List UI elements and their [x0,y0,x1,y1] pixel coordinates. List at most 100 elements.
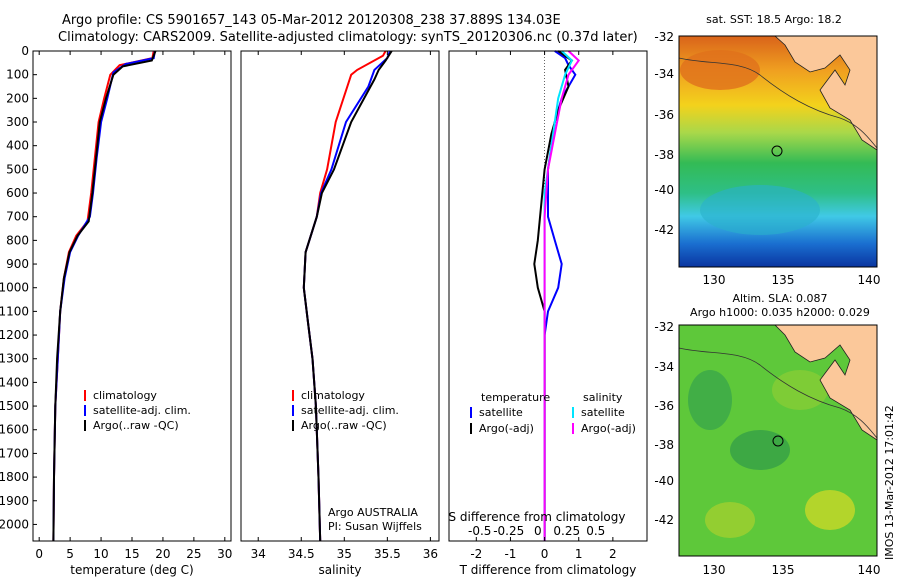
land-australia [773,35,878,151]
legend-label: satellite [479,406,523,419]
sla-map: Altim. SLA: 0.087 Argo h1000: 0.035 h200… [654,292,880,577]
legend-label: Argo(-adj) [479,422,534,435]
sla-ytick: -38 [654,438,674,452]
legend-label: satellite-adj. clim. [301,404,399,417]
sst-ytick: -42 [654,223,674,237]
s-tick-label: 0.25 [553,524,580,538]
sla-ytick: -40 [654,474,674,488]
profile-panel-1: 0 5 10 15 20 25 30 temperature (deg C) 0 100 200 30… [0,44,232,577]
y-tick-label: 1400 [0,375,29,389]
sla-ytick: -42 [654,513,674,527]
sst-xtick: 140 [858,273,881,287]
x-tick-label: 0 [541,547,549,561]
imos-timestamp: IMOS 13-Mar-2012 17:01:42 [883,405,896,560]
sst-ytick: -36 [654,108,674,122]
x-tick-label: 5 [66,547,74,561]
series-line-satelliteadjclim [302,50,391,542]
figure-title-line2: Climatology: CARS2009. Satellite-adjuste… [58,30,638,45]
series-line-argoadj [533,50,574,541]
x-tick-label: 20 [155,547,170,561]
x-tick-label: 0 [35,547,43,561]
legend-label: Argo(-adj) [581,422,636,435]
x-axis-label: salinity [318,563,361,577]
x-tick-label: 35.5 [374,547,401,561]
series-line-satelliteadjclim [52,50,156,542]
y-tick-label: 1200 [0,328,29,342]
series-line-satellite [543,50,574,541]
s-tick-label: 0 [534,524,542,538]
sla-ytick: -36 [654,399,674,413]
x-tick-label: 10 [93,547,108,561]
x-tick-label: -2 [470,547,482,561]
legend-title: temperature [481,391,550,404]
y-tick-label: 200 [6,91,29,105]
y-tick-label: 700 [6,210,29,224]
y-tick-label: 1500 [0,399,29,413]
legend-label: climatology [93,389,157,402]
legend-label: climatology [301,389,365,402]
y-tick-label: 900 [6,257,29,271]
legend-label: Argo(..raw -QC) [93,419,179,432]
shelf-contour [678,57,878,149]
x-tick-label: 34 [251,547,266,561]
argo-location-marker-sla [772,435,784,447]
sst-map: sat. SST: 18.5 Argo: 18.2 130 135 140 -3… [654,13,880,287]
sla-xtick: 135 [772,563,795,577]
sla-xtick: 140 [858,563,881,577]
x-tick-label: 30 [217,547,232,561]
sst-map-title: sat. SST: 18.5 Argo: 18.2 [706,13,842,26]
x-axis-label: temperature (deg C) [70,563,193,577]
y-tick-label: 0 [21,44,29,58]
x-tick-label: 2 [609,547,617,561]
axes-box [448,50,648,542]
legend-label: satellite-adj. clim. [93,404,191,417]
y-tick-label: 500 [6,162,29,176]
x-tick-label: 1 [575,547,583,561]
series-line-argoadj [543,50,581,541]
profile-panel-2: 34 34.5 35 35.5 36 salinity climatology satelli… [240,50,440,577]
x-axis-label: T difference from climatology [459,563,637,577]
x-tick-label: -1 [504,547,516,561]
y-tick-label: 2000 [0,517,29,531]
s-tick-label: -0.25 [493,524,524,538]
float-annotation: Argo AUSTRALIA [328,506,418,519]
y-tick-label: 1700 [0,446,29,460]
x-tick-label: 34.5 [288,547,315,561]
float-annotation: PI: Susan Wijffels [328,520,422,533]
sst-ytick: -32 [654,30,674,44]
series-line-satellite [543,50,577,541]
sst-xtick: 135 [772,273,795,287]
y-tick-label: 100 [6,68,29,82]
sla-ytick: -32 [654,320,674,334]
sst-ytick: -34 [654,67,674,81]
x-tick-label: 15 [124,547,139,561]
x-tick-label: 36 [423,547,438,561]
x-tick-label: 25 [186,547,201,561]
y-tick-label: 800 [6,233,29,247]
series-line-climatology [52,50,155,542]
sla-xtick: 130 [703,563,726,577]
series-line-argorawqc [52,50,157,542]
sla-ytick: -34 [654,360,674,374]
y-tick-label: 1000 [0,281,29,295]
argo-location-marker [771,145,783,157]
y-tick-label: 600 [6,186,29,200]
s-tick-label: 0.5 [586,524,605,538]
legend-label: Argo(..raw -QC) [301,419,387,432]
sla-map-title1: Altim. SLA: 0.087 [732,292,827,305]
sla-map-title2: Argo h1000: 0.035 h2000: 0.029 [690,306,870,319]
sst-ytick: -38 [654,148,674,162]
sst-xtick: 130 [703,273,726,287]
y-tick-label: 400 [6,139,29,153]
x-tick-label: 35 [337,547,352,561]
series-line-argorawqc [302,50,393,542]
figure-title-line1: Argo profile: CS 5901657_143 05-Mar-2012… [62,13,561,28]
legend-title: salinity [583,391,623,404]
axes-box [240,50,440,542]
y-tick-label: 300 [6,115,29,129]
s-axis-label: S difference from climatology [449,510,626,524]
legend-label: satellite [581,406,625,419]
y-tick-label: 1600 [0,423,29,437]
y-tick-label: 1300 [0,352,29,366]
